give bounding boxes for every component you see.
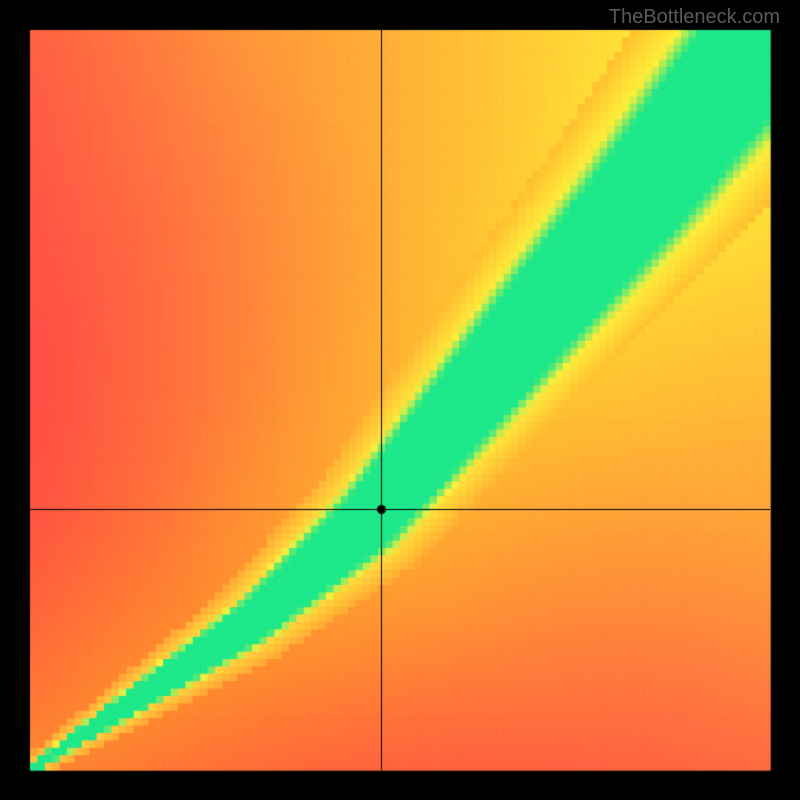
bottleneck-heatmap [0,0,800,800]
chart-container: TheBottleneck.com [0,0,800,800]
watermark-text: TheBottleneck.com [609,6,780,29]
